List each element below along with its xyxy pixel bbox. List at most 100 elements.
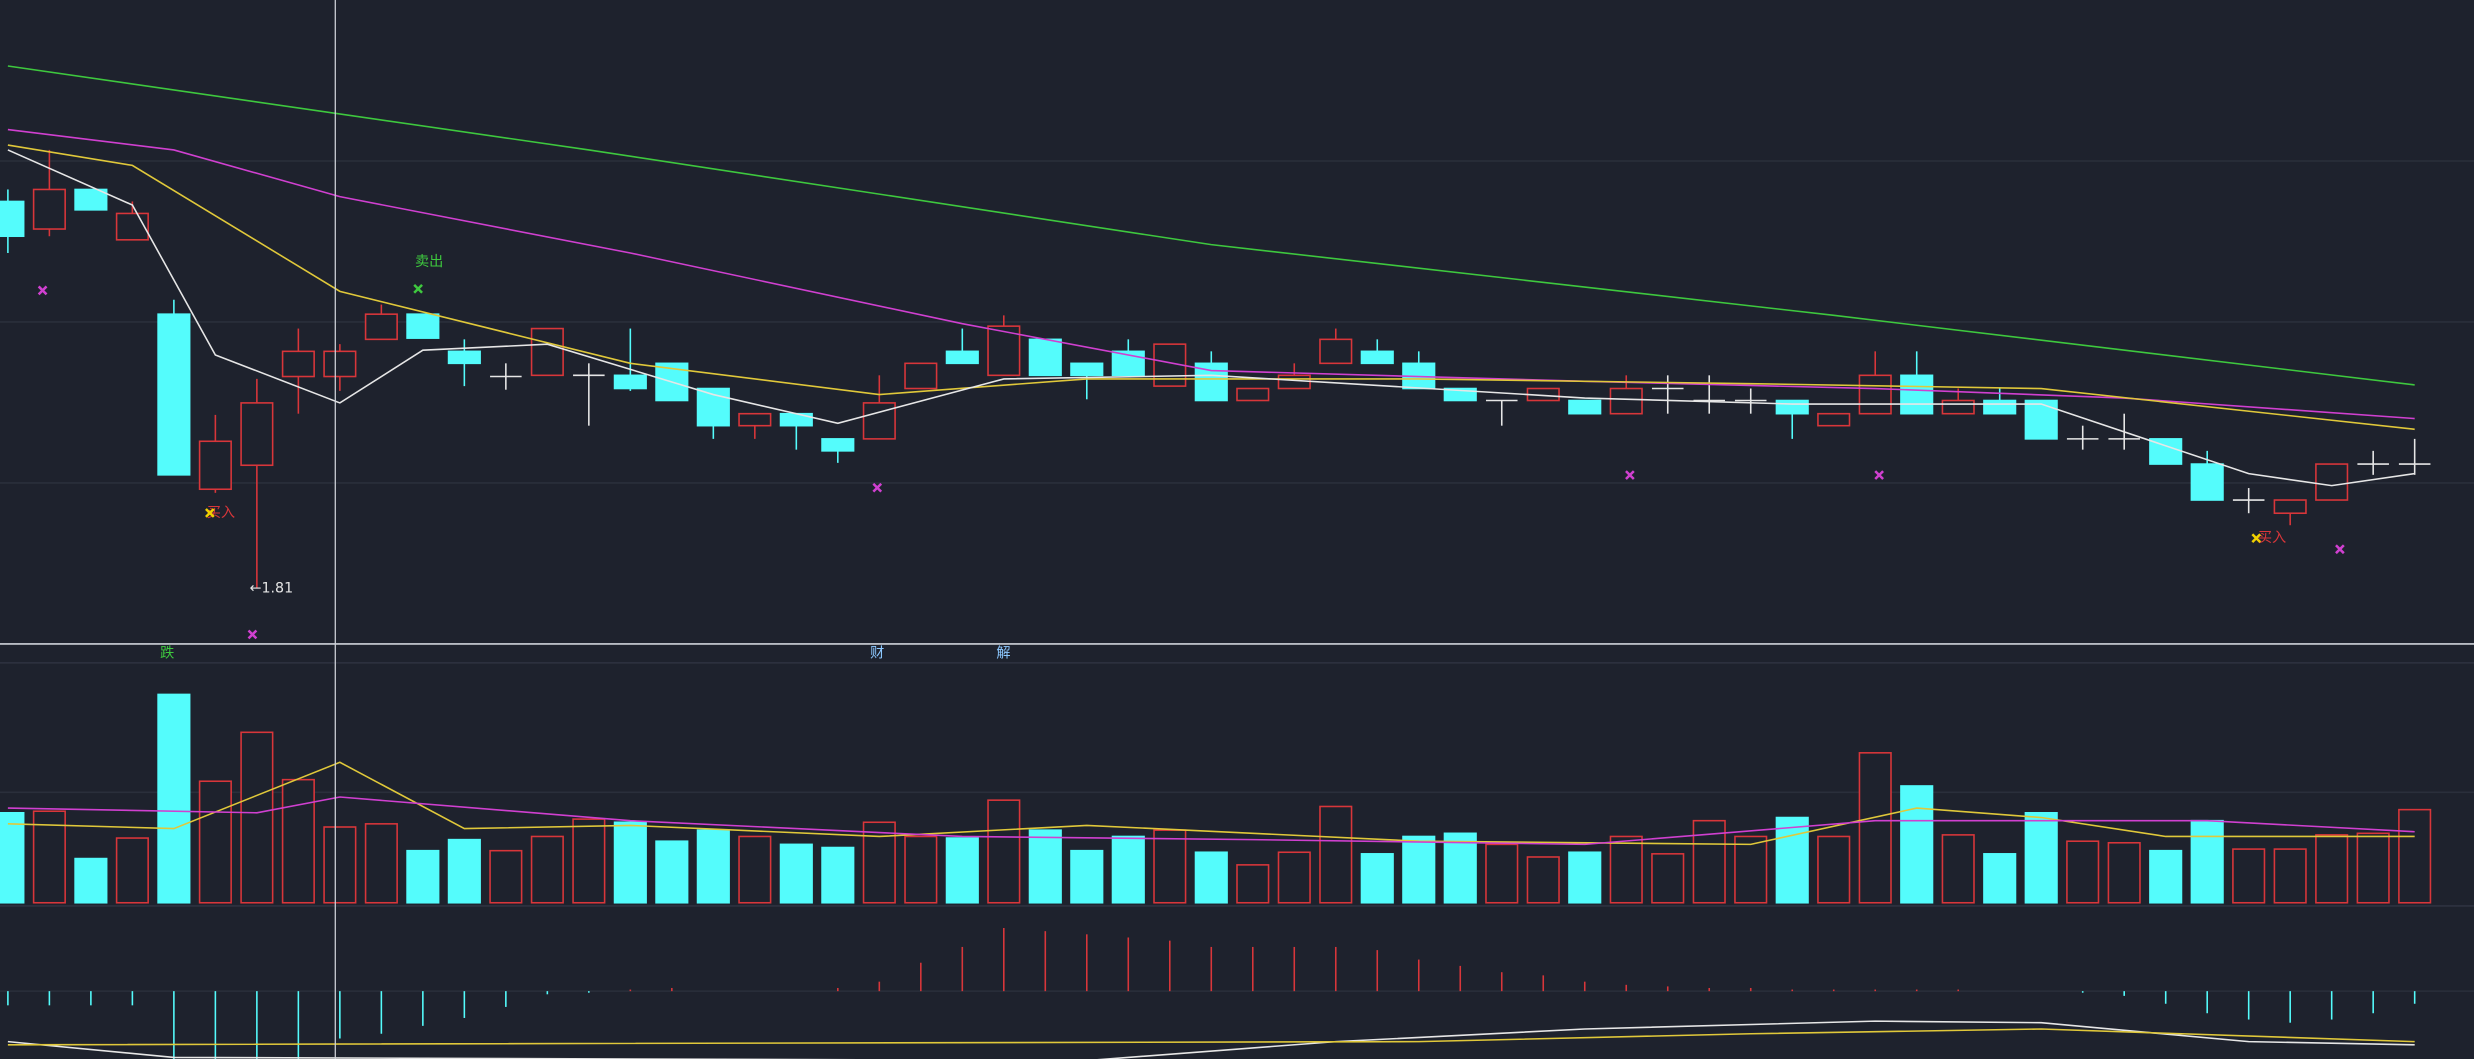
candle-body	[115, 212, 149, 241]
candle-body	[2190, 463, 2224, 501]
volume-bar	[157, 693, 191, 904]
candle-body	[904, 362, 938, 390]
volume-bar	[2273, 848, 2307, 904]
volume-bar	[406, 849, 440, 904]
volume-bar	[489, 849, 523, 904]
candle-body	[1111, 350, 1145, 377]
average-line	[7, 1020, 2415, 1059]
candle-body	[1028, 338, 1062, 377]
volume-bar	[1485, 843, 1519, 904]
volume-bar	[1568, 851, 1602, 904]
volume-bar	[32, 810, 66, 904]
signal-label: 卖出	[415, 254, 443, 270]
volume-bar	[1609, 835, 1643, 904]
volume-bar	[1028, 829, 1062, 904]
signal-marker	[37, 285, 48, 296]
signal-marker	[205, 508, 215, 518]
signal-marker	[1625, 470, 1635, 480]
signal-marker	[2251, 533, 2262, 544]
candle-body	[1236, 387, 1270, 402]
candle-body	[862, 402, 896, 440]
candle-body	[613, 374, 647, 390]
signal-marker	[413, 283, 423, 294]
signal-label: 买入	[207, 505, 235, 521]
volume-bar	[2066, 840, 2100, 904]
candle-body	[738, 412, 772, 427]
volume-bar	[613, 821, 647, 904]
event-mark: 跌	[160, 645, 174, 661]
volume-bar	[1651, 853, 1685, 904]
candle-body	[406, 313, 440, 339]
candle-body	[1941, 399, 1975, 415]
volume-bar	[1900, 785, 1934, 904]
volume-bar	[2024, 812, 2058, 904]
signal-label: 买入	[2258, 530, 2286, 546]
signal-marker	[247, 629, 258, 640]
volume-bar	[738, 835, 772, 904]
candle-body	[1858, 374, 1892, 415]
average-line	[7, 761, 2415, 846]
volume-bar	[1443, 832, 1477, 904]
volume-bar	[198, 780, 232, 904]
average-line	[7, 128, 2415, 420]
candle-body	[1817, 412, 1851, 427]
candle-body	[2273, 499, 2307, 515]
volume-bar	[115, 837, 149, 904]
volume-bar	[2190, 819, 2224, 904]
candle-body	[198, 440, 232, 491]
candle-body	[1900, 374, 1934, 415]
candle-body	[1360, 350, 1394, 365]
candle-body	[364, 313, 398, 341]
volume-bar	[240, 731, 274, 904]
plot-layer: 卖出买入买入←1.81跌财解	[0, 65, 2432, 1059]
volume-bar	[0, 812, 25, 904]
candle-body	[323, 350, 357, 378]
average-line	[7, 65, 2415, 386]
candle-body	[447, 350, 481, 365]
candle-body	[1609, 387, 1643, 415]
volume-bar	[655, 840, 689, 904]
volume-bar	[323, 826, 357, 904]
average-line	[7, 1028, 2415, 1046]
volume-bar	[364, 823, 398, 904]
volume-bar	[1319, 805, 1353, 904]
candle-body	[240, 402, 274, 467]
candle-body	[1568, 399, 1602, 415]
candle-body	[157, 313, 191, 476]
volume-bar	[862, 821, 896, 904]
candle-body	[1983, 399, 2017, 415]
candle-body	[1775, 399, 1809, 415]
volume-bar	[1734, 835, 1768, 904]
volume-bar	[74, 857, 108, 904]
volume-bar	[696, 829, 730, 904]
candle-body	[821, 438, 855, 452]
volume-bar	[945, 837, 979, 904]
candle-body	[1277, 374, 1311, 390]
volume-bar	[1111, 835, 1145, 904]
volume-bar	[1817, 835, 1851, 904]
volume-bar	[1070, 849, 1104, 904]
candle-body	[74, 188, 108, 211]
candle-body	[530, 327, 564, 377]
volume-bar	[2356, 832, 2390, 904]
average-line	[7, 796, 2415, 846]
candle-body	[2024, 399, 2058, 440]
volume-bar	[779, 843, 813, 904]
volume-bar	[1775, 816, 1809, 904]
volume-bar	[1194, 851, 1228, 904]
volume-bar	[2315, 834, 2349, 904]
volume-bar	[1236, 864, 1270, 904]
candle-body	[1194, 362, 1228, 402]
average-line	[7, 144, 2415, 431]
volume-bar	[2107, 841, 2141, 904]
volume-bar	[1153, 829, 1187, 904]
volume-bar	[2232, 848, 2266, 904]
volume-bar	[447, 838, 481, 904]
volume-bar	[904, 835, 938, 904]
volume-bar	[1983, 853, 2017, 904]
volume-bar	[2149, 849, 2183, 904]
volume-bar	[1402, 835, 1436, 904]
volume-bar	[1360, 853, 1394, 904]
